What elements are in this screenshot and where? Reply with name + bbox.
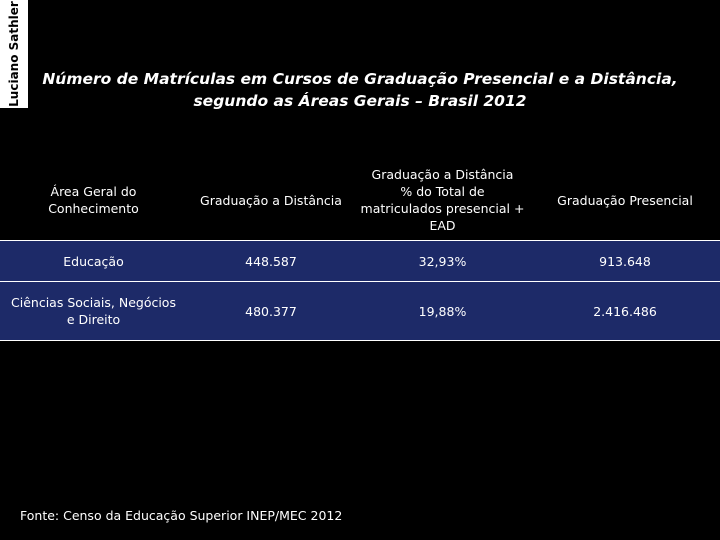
- header-percent-line-4: EAD: [429, 218, 456, 233]
- cell-percent: 19,88%: [355, 281, 530, 341]
- table-row: Ciências Sociais, Negócios e Direito 480…: [0, 281, 720, 341]
- slide-title-line-2: segundo as Áreas Gerais – Brasil 2012: [193, 92, 527, 110]
- slide-title-line-1: Número de Matrículas em Cursos de Gradua…: [42, 70, 678, 88]
- cell-distance: 448.587: [187, 240, 355, 282]
- cell-area: Educação: [0, 240, 187, 282]
- cell-presencial: 913.648: [530, 240, 720, 282]
- enrollment-table: Área Geral do Conhecimento Graduação a D…: [0, 160, 720, 341]
- header-percent: Graduação a Distância % do Total de matr…: [355, 160, 530, 241]
- header-area-line-1: Área Geral do: [50, 184, 137, 199]
- header-area-line-2: Conhecimento: [48, 201, 139, 216]
- cell-area-line-2: e Direito: [66, 312, 121, 327]
- header-percent-line-2: % do Total de: [400, 184, 485, 199]
- cell-percent: 32,93%: [355, 240, 530, 282]
- table-header-row: Área Geral do Conhecimento Graduação a D…: [0, 160, 720, 241]
- header-distance: Graduação a Distância: [187, 160, 355, 241]
- author-label: Luciano Sathler: [7, 1, 21, 107]
- header-percent-line-1: Graduação a Distância: [371, 167, 514, 182]
- table-row: Educação 448.587 32,93% 913.648: [0, 240, 720, 282]
- header-area: Área Geral do Conhecimento: [0, 160, 187, 241]
- header-percent-line-3: matriculados presencial +: [360, 201, 525, 216]
- cell-distance: 480.377: [187, 281, 355, 341]
- cell-area-line-1: Ciências Sociais, Negócios: [11, 295, 176, 310]
- header-presencial: Graduação Presencial: [530, 160, 720, 241]
- cell-area-line-1: Educação: [63, 253, 124, 269]
- slide-title: Número de Matrículas em Cursos de Gradua…: [40, 68, 680, 112]
- author-label-box: Luciano Sathler: [0, 0, 28, 108]
- header-presencial-label: Graduação Presencial: [557, 192, 693, 208]
- header-distance-label: Graduação a Distância: [200, 192, 342, 208]
- cell-presencial: 2.416.486: [530, 281, 720, 341]
- source-note: Fonte: Censo da Educação Superior INEP/M…: [20, 508, 343, 523]
- cell-area: Ciências Sociais, Negócios e Direito: [0, 281, 187, 341]
